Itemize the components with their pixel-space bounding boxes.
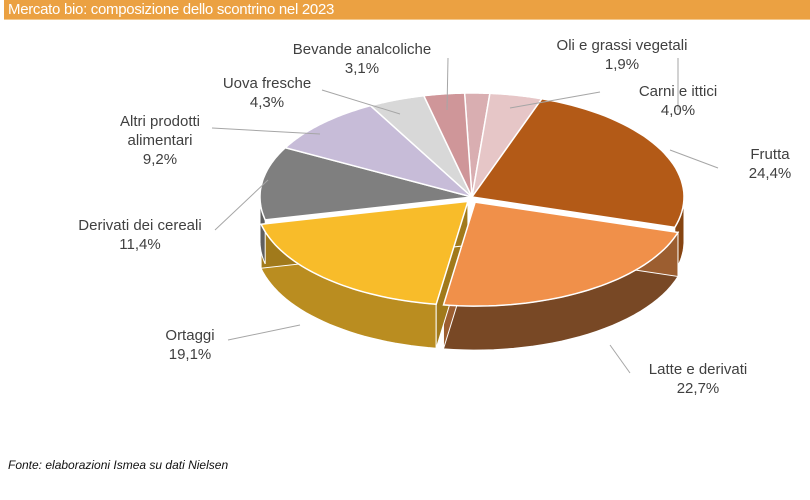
leader-line-1 <box>509 91 601 109</box>
leader-line-8 <box>446 57 449 111</box>
slice-label: Frutta 24,4% <box>749 145 792 183</box>
slice-name: Bevande analcoliche <box>292 41 432 58</box>
leader-line-6 <box>211 127 321 135</box>
pie-slice-2[interactable] <box>470 97 685 229</box>
slice-label: Oli e grassi vegetali 1,9% <box>557 36 688 74</box>
pie-slice-4[interactable] <box>259 200 469 305</box>
slice-label: Carni e ittici 4,0% <box>639 82 717 120</box>
leader-line-2 <box>669 149 719 169</box>
slice-name: Altri prodotti alimentari <box>119 113 201 149</box>
slice-name: Oli e grassi vegetali <box>556 37 688 54</box>
slice-value: 11,4% <box>119 236 161 253</box>
slice-value: 24,4% <box>748 165 792 182</box>
slice-name: Uova fresche <box>222 75 312 92</box>
pie-slice-7[interactable] <box>368 94 473 198</box>
slice-label: Latte e derivati 22,7% <box>649 360 747 398</box>
pie-slice-0[interactable] <box>463 92 491 198</box>
slice-label: Derivati dei cereali 11,4% <box>78 216 201 254</box>
pie-slice-6[interactable] <box>283 104 473 198</box>
slice-value: 1,9% <box>604 56 640 73</box>
slice-value: 9,2% <box>142 151 178 168</box>
slice-value: 3,1% <box>344 60 380 77</box>
slice-label: Uova fresche 4,3% <box>223 74 311 112</box>
slice-label: Altri prodotti alimentari 9,2% <box>120 112 200 169</box>
slice-value: 19,1% <box>168 346 212 363</box>
slice-value: 4,3% <box>249 94 285 111</box>
slice-name: Derivati dei cereali <box>78 217 202 234</box>
slice-label: Ortaggi 19,1% <box>165 326 214 364</box>
leader-line-4 <box>227 324 301 341</box>
source-note: Fonte: elaborazioni Ismea su dati Nielse… <box>8 458 229 472</box>
leader-line-5 <box>214 179 269 231</box>
leader-line-7 <box>321 89 401 115</box>
slice-name: Frutta <box>750 146 790 163</box>
slice-name: Carni e ittici <box>638 83 718 100</box>
pie-slice-8[interactable] <box>422 92 473 198</box>
chart-title: Mercato bio: composizione dello scontrin… <box>8 1 335 18</box>
slice-label: Bevande analcoliche 3,1% <box>293 40 431 78</box>
leader-line-3 <box>609 344 631 374</box>
title-bar: Mercato bio: composizione dello scontrin… <box>4 0 810 20</box>
slice-value: 22,7% <box>676 380 720 397</box>
pie-slice-3[interactable] <box>442 201 680 307</box>
pie-slice-5[interactable] <box>259 146 473 221</box>
slice-value: 4,0% <box>660 102 696 119</box>
slice-name: Latte e derivati <box>648 361 748 378</box>
slice-name: Ortaggi <box>165 327 215 344</box>
pie-slice-1[interactable] <box>471 92 544 198</box>
